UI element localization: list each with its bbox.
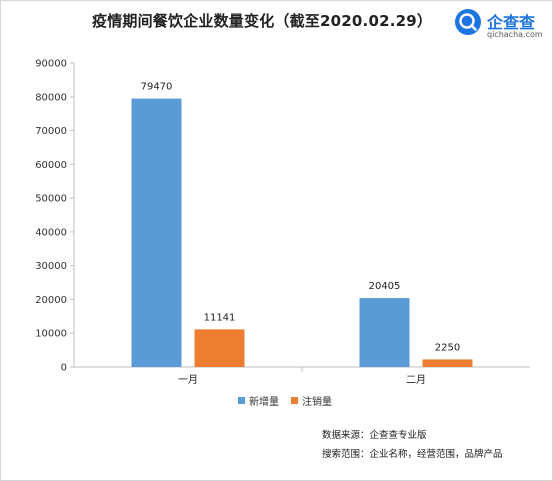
y-tick-label: 0 bbox=[61, 363, 67, 374]
logo-domain-text: qichacha.com bbox=[487, 30, 543, 39]
x-category-label: 一月 bbox=[178, 374, 198, 386]
legend-label-cancel: 注销量 bbox=[302, 397, 332, 408]
legend-item-cancel: 注销量 bbox=[291, 393, 332, 408]
y-tick-label: 40000 bbox=[35, 227, 67, 238]
x-category-label: 二月 bbox=[406, 374, 426, 386]
qichacha-logo-icon bbox=[455, 9, 481, 35]
y-tick-label: 50000 bbox=[35, 194, 67, 205]
bar-new bbox=[131, 98, 182, 368]
data-label: 20405 bbox=[369, 281, 401, 292]
bar-cancel bbox=[194, 329, 245, 367]
y-tick-label: 60000 bbox=[35, 160, 67, 171]
logo-brand-text: 企查查 bbox=[487, 13, 536, 32]
legend-swatch-new bbox=[238, 397, 245, 404]
legend-swatch-cancel bbox=[291, 397, 298, 404]
chart-legend: 新增量 注销量 bbox=[238, 393, 332, 408]
y-tick-label: 70000 bbox=[35, 126, 67, 137]
search-scope-note: 搜索范围：企业名称，经营范围，品牌产品 bbox=[322, 449, 503, 460]
bar-cancel bbox=[422, 359, 473, 367]
y-tick-label: 10000 bbox=[35, 329, 67, 340]
data-label: 2250 bbox=[435, 342, 460, 353]
qichacha-logo: 企查查 qichacha.com bbox=[454, 6, 549, 42]
data-source-note: 数据来源：企查查专业版 bbox=[322, 430, 427, 441]
legend-label-new: 新增量 bbox=[249, 397, 279, 408]
y-tick-label: 20000 bbox=[35, 295, 67, 306]
legend-item-new: 新增量 bbox=[238, 393, 279, 408]
y-tick-label: 30000 bbox=[35, 261, 67, 272]
chart-title: 疫情期间餐饮企业数量变化（截至2020.02.29） bbox=[92, 12, 433, 30]
bar-new bbox=[359, 298, 410, 367]
y-tick-label: 80000 bbox=[35, 92, 67, 103]
y-tick-label: 90000 bbox=[35, 59, 67, 70]
data-label: 79470 bbox=[141, 82, 173, 93]
chart-notes: 数据来源：企查查专业版 搜索范围：企业名称，经营范围，品牌产品 bbox=[322, 426, 503, 464]
data-label: 11141 bbox=[204, 312, 236, 323]
